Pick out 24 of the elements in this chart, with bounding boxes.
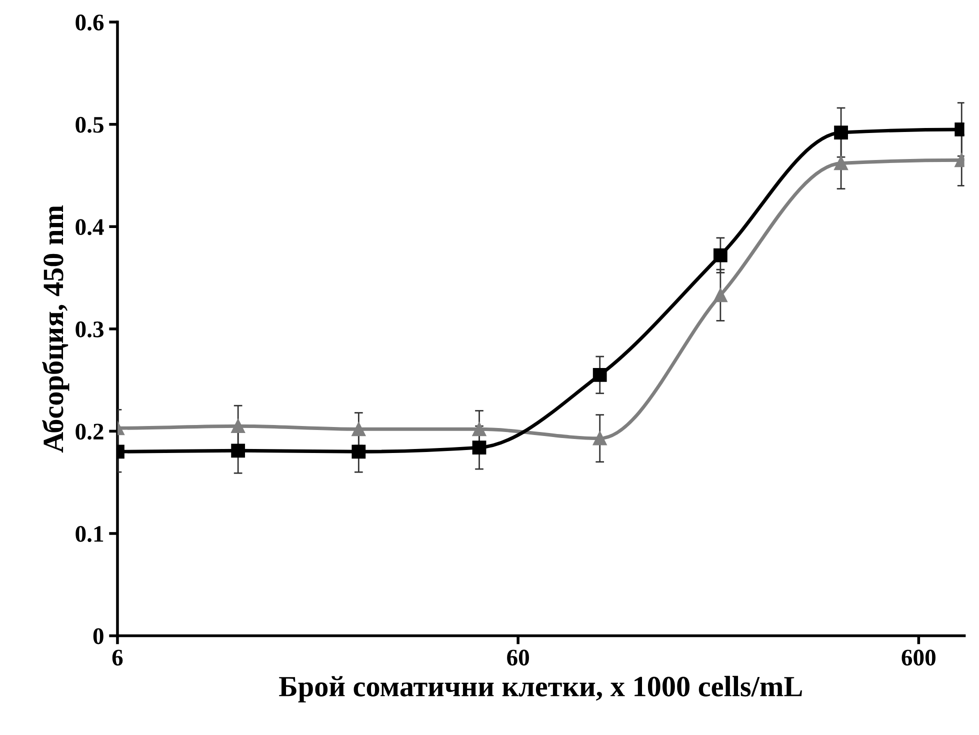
point (592, 431, 607, 446)
point (472, 422, 486, 436)
y-axis-title: Абсорбция, 450 nm (42, 205, 70, 453)
point (834, 156, 848, 170)
x-tick-label: 6 (112, 650, 123, 666)
point (352, 444, 366, 459)
y-tick-label: 0.1 (76, 526, 104, 542)
point (713, 288, 728, 302)
point (713, 248, 728, 262)
y-tick-label: 0.3 (76, 321, 104, 338)
point (231, 419, 246, 434)
y-tick-label: 0 (93, 628, 104, 644)
y-tick-label: 0.4 (76, 219, 104, 236)
point (834, 126, 848, 140)
y-tick-label: 0.5 (76, 116, 104, 133)
point (472, 440, 486, 455)
x-axis-title: Брой соматични клетки, x 1000 cells/mL (279, 676, 802, 702)
x-tick-label: 60 (507, 650, 529, 666)
y-tick-label: 0.2 (76, 424, 104, 440)
y-tick-label: 0.6 (76, 14, 104, 31)
x-tick-label: 600 (902, 650, 936, 666)
point (592, 368, 607, 382)
point (231, 444, 246, 458)
point (352, 422, 366, 436)
